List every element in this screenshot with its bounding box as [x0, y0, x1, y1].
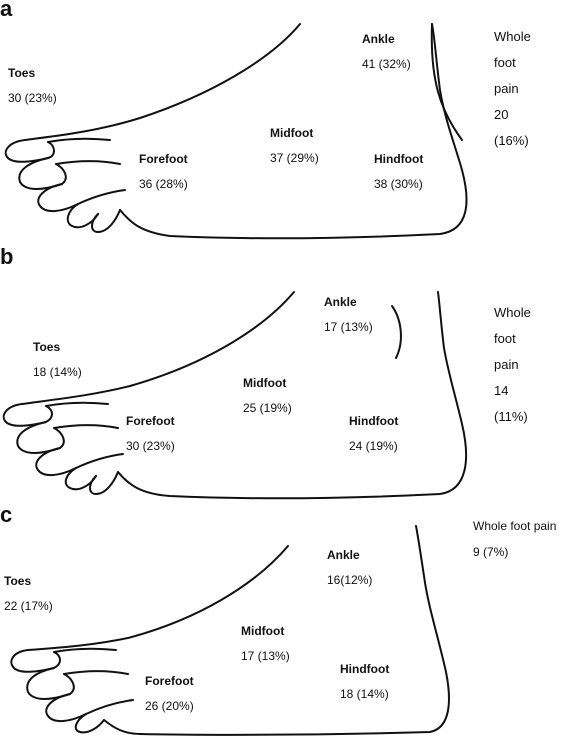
whole-foot-pain-label: Whole foot pain 14 (11%): [494, 300, 531, 430]
panel-letter: c: [0, 502, 13, 527]
forefoot-region-label: Forefoot 30 (23%): [126, 414, 175, 453]
ankle-region-label: Ankle 41 (32%): [362, 32, 411, 71]
region-count: 36 (28%): [139, 177, 188, 191]
whole-line-1: Whole: [494, 29, 531, 44]
region-name: Ankle: [362, 32, 395, 46]
forefoot-region-label: Forefoot 26 (20%): [145, 674, 194, 713]
ankle-region-label: Ankle 16(12%): [327, 548, 372, 587]
region-name: Ankle: [324, 295, 357, 309]
whole-foot-pain-count: 9 (7%): [473, 545, 509, 559]
hindfoot-region-label: Hindfoot 38 (30%): [374, 152, 423, 191]
whole-line-2: foot: [494, 55, 516, 70]
midfoot-region-label: Midfoot 25 (19%): [243, 376, 292, 415]
foot-outline-a: [4, 23, 468, 240]
region-count: 37 (29%): [270, 151, 319, 165]
region-name: Midfoot: [241, 624, 285, 638]
whole-line-3: pain: [494, 357, 519, 372]
region-count: 25 (19%): [243, 401, 292, 415]
region-name: Toes: [4, 574, 32, 588]
region-count: 17 (13%): [241, 649, 290, 663]
toes-region-label: Toes 18 (14%): [33, 340, 82, 379]
panel-letter: b: [0, 244, 14, 269]
region-name: Hindfoot: [340, 662, 390, 676]
whole-foot-pain-name: Whole foot pain: [473, 519, 557, 533]
whole-line-5: (16%): [494, 133, 529, 148]
panel-a: a Toes 30 (23%) Forefoot 36 (28%) Midfoo…: [0, 0, 566, 248]
region-count: 30 (23%): [8, 91, 57, 105]
region-name: Forefoot: [145, 674, 194, 688]
region-count: 26 (20%): [145, 699, 194, 713]
region-count: 18 (14%): [340, 687, 389, 701]
region-count: 30 (23%): [126, 439, 175, 453]
hindfoot-region-label: Hindfoot 24 (19%): [349, 414, 398, 453]
region-name: Forefoot: [126, 414, 175, 428]
ankle-region-label: Ankle 17 (13%): [324, 295, 373, 334]
forefoot-region-label: Forefoot 36 (28%): [139, 152, 188, 191]
midfoot-region-label: Midfoot 17 (13%): [241, 624, 290, 663]
region-count: 18 (14%): [33, 365, 82, 379]
region-count: 22 (17%): [4, 599, 53, 613]
panel-letter: a: [0, 0, 13, 21]
region-count: 41 (32%): [362, 57, 411, 71]
region-count: 38 (30%): [374, 177, 423, 191]
hindfoot-region-label: Hindfoot 18 (14%): [340, 662, 389, 701]
region-count: 17 (13%): [324, 320, 373, 334]
panel-b: b Toes 18 (14%) Forefoot 30 (23%) Midfoo…: [0, 244, 566, 506]
whole-line-3: pain: [494, 81, 519, 96]
toes-region-label: Toes 30 (23%): [8, 66, 57, 105]
foot-outline-b: [2, 291, 468, 500]
region-name: Hindfoot: [349, 414, 399, 428]
region-name: Forefoot: [139, 152, 188, 166]
whole-foot-pain-label: Whole foot pain 9 (7%): [473, 519, 556, 559]
toes-region-label: Toes 22 (17%): [4, 574, 53, 613]
panel-c: c Toes 22 (17%) Forefoot 26 (20%) Midfoo…: [0, 502, 566, 738]
region-count: 24 (19%): [349, 439, 398, 453]
region-name: Ankle: [327, 548, 360, 562]
whole-line-5: (11%): [494, 409, 528, 424]
region-name: Hindfoot: [374, 152, 424, 166]
foot-outline-c: [10, 525, 450, 736]
whole-line-4: 20: [494, 107, 509, 122]
midfoot-region-label: Midfoot 37 (29%): [270, 126, 319, 165]
region-name: Midfoot: [270, 126, 314, 140]
region-name: Midfoot: [243, 376, 287, 390]
whole-line-4: 14: [494, 383, 509, 398]
whole-line-1: Whole: [494, 305, 531, 320]
region-count: 16(12%): [327, 573, 373, 587]
region-name: Toes: [8, 66, 36, 80]
whole-foot-pain-label: Whole foot pain 20 (16%): [494, 24, 531, 154]
region-name: Toes: [33, 340, 61, 354]
whole-line-2: foot: [494, 331, 516, 346]
